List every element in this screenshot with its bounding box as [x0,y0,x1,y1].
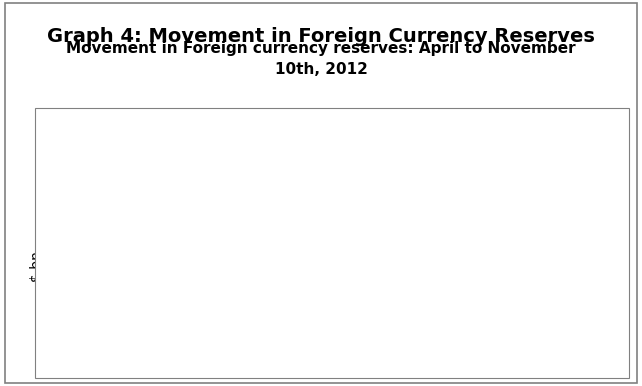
Text: Graph 4: Movement in Foreign Currency Reserves: Graph 4: Movement in Foreign Currency Re… [47,27,595,46]
Text: Movement in Foreign currency reserves: April to November
10th, 2012: Movement in Foreign currency reserves: A… [66,41,576,76]
Y-axis label: $ bn: $ bn [30,251,44,282]
